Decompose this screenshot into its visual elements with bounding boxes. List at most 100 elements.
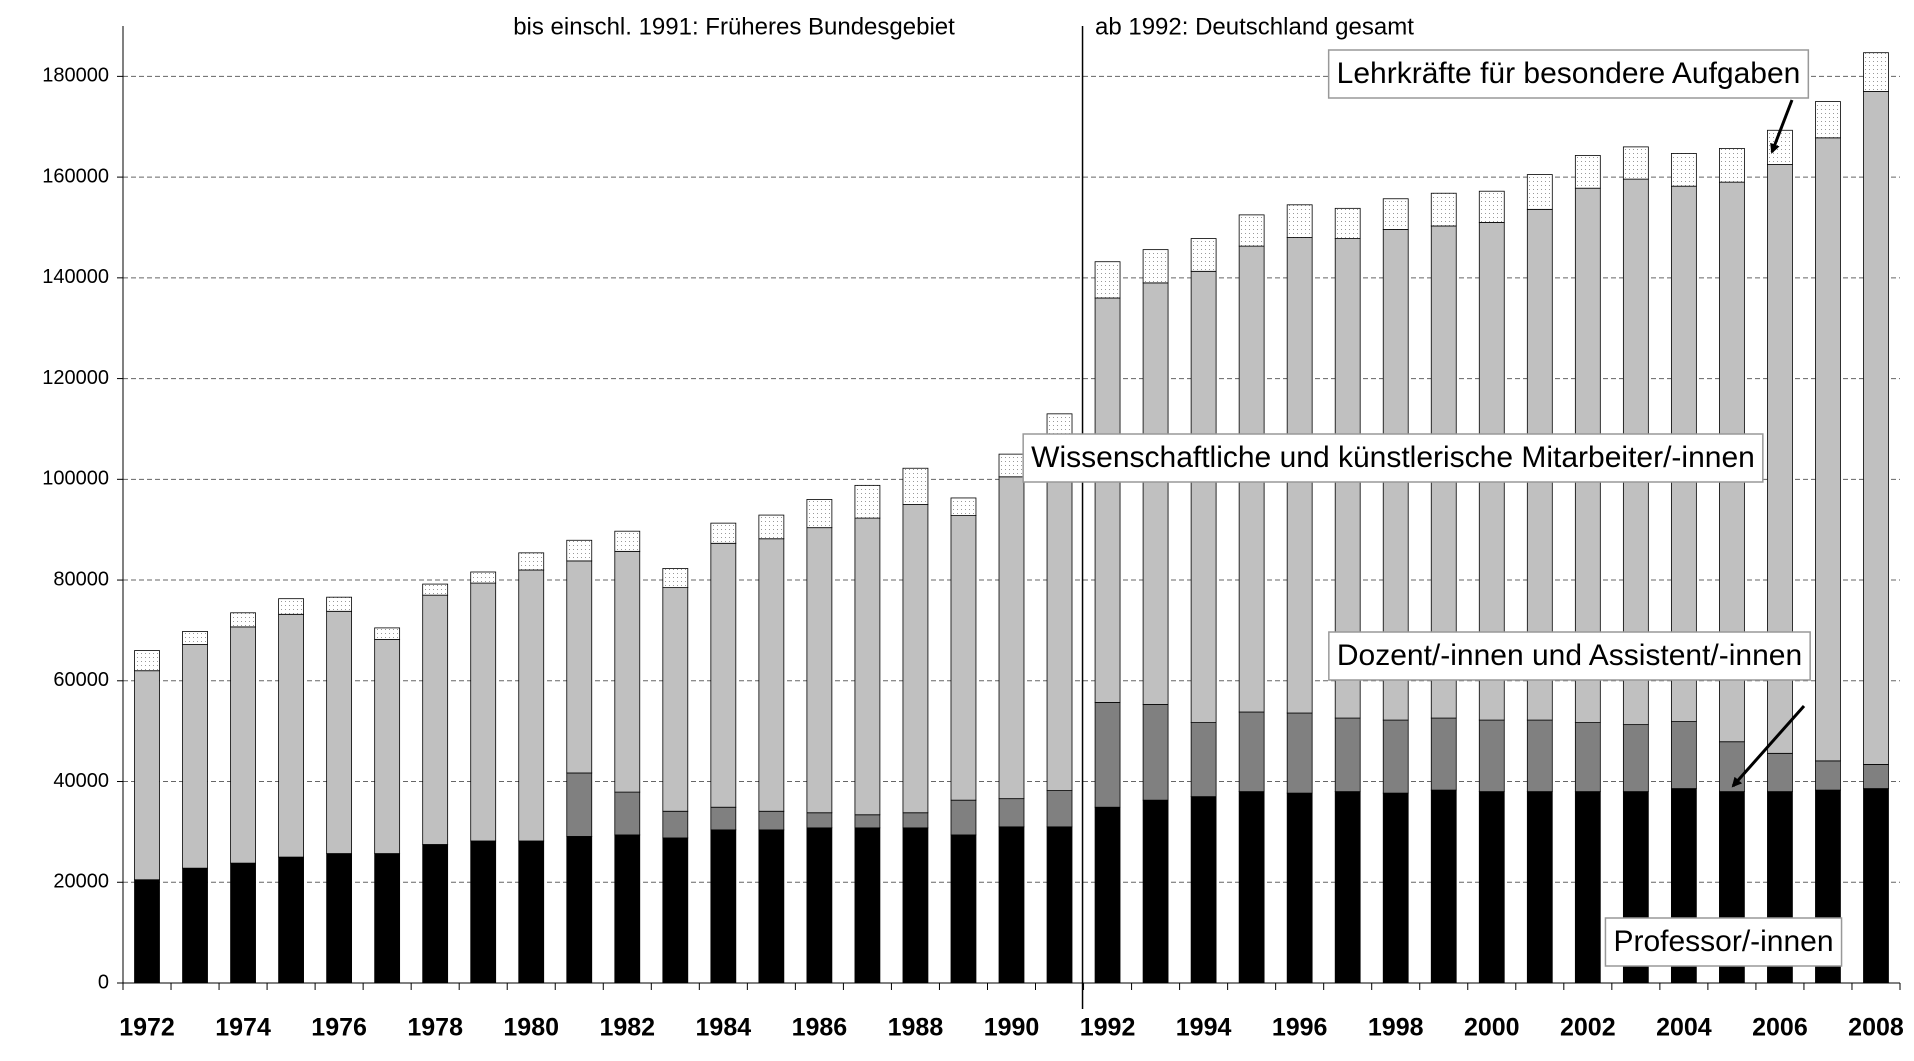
bar-segment xyxy=(278,613,304,858)
bar-segment xyxy=(134,670,160,881)
bar-segment xyxy=(902,504,929,814)
region-label: ab 1992: Deutschland gesamt xyxy=(1095,13,1414,40)
bar-segment xyxy=(230,626,256,864)
x-tick-label: 1974 xyxy=(215,1014,271,1042)
bar-segment xyxy=(422,844,449,984)
bar-segment xyxy=(1046,790,1073,828)
bar-segment xyxy=(374,853,401,984)
bar-segment xyxy=(854,517,881,816)
bar-segment xyxy=(614,550,641,793)
bar-segment xyxy=(806,499,833,529)
bar-segment xyxy=(1238,791,1265,984)
bar-segment xyxy=(710,522,737,544)
y-tick-label: 180000 xyxy=(42,65,109,87)
label-box xyxy=(1604,917,1843,967)
bar-segment xyxy=(950,834,977,984)
bar-segment xyxy=(1382,792,1409,984)
bar-segment xyxy=(1046,446,1073,791)
bar-segment xyxy=(950,497,977,516)
bar-segment xyxy=(1863,788,1889,984)
bar-segment xyxy=(566,560,593,774)
bar-segment xyxy=(806,527,833,814)
bar-segment xyxy=(1094,297,1121,703)
bar-segment xyxy=(758,514,785,540)
bar-segment xyxy=(662,587,689,812)
y-tick-label: 20000 xyxy=(53,871,109,893)
bar-segment xyxy=(326,596,353,612)
bar-segment xyxy=(1334,717,1361,793)
bar-segment xyxy=(1719,147,1745,183)
bar-segment xyxy=(1526,174,1553,210)
x-tick-label: 1988 xyxy=(888,1014,944,1042)
x-tick-label: 2004 xyxy=(1656,1014,1712,1042)
bar-segment xyxy=(902,812,929,829)
bar-segment xyxy=(278,856,304,984)
bar-segment xyxy=(854,814,881,829)
bar-segment xyxy=(1046,826,1073,984)
bar-segment xyxy=(1574,155,1601,189)
bar-segment xyxy=(470,840,497,984)
bar-segment xyxy=(182,644,208,869)
bar-segment xyxy=(662,568,689,589)
bar-segment xyxy=(518,552,545,571)
bar-segment xyxy=(1190,270,1217,723)
bar-segment xyxy=(518,840,545,984)
x-tick-label: 1978 xyxy=(407,1014,463,1042)
bar-segment xyxy=(1863,764,1889,789)
bar-segment xyxy=(1526,719,1553,792)
x-tick-label: 1992 xyxy=(1080,1014,1136,1042)
bar-segment xyxy=(566,836,593,984)
bar-segment xyxy=(1574,791,1601,984)
bar-segment xyxy=(1670,153,1697,187)
bar-segment xyxy=(1622,146,1649,180)
bar-segment xyxy=(758,538,785,812)
arrow xyxy=(1770,99,1794,154)
bar-segment xyxy=(950,799,977,836)
bar-segment xyxy=(182,867,208,984)
bar-segment xyxy=(1863,52,1889,92)
bar-segment xyxy=(134,650,160,672)
label-box xyxy=(1328,631,1811,681)
bar-segment xyxy=(1430,789,1457,984)
y-tick-label: 40000 xyxy=(53,770,109,792)
series-label: Wissenschaftliche und künstlerische Mita… xyxy=(1031,441,1755,474)
bar-segment xyxy=(1478,791,1505,984)
bar-segment xyxy=(806,812,833,829)
bar-segment xyxy=(1382,719,1409,794)
bar-segment xyxy=(662,837,689,984)
y-tick-label: 80000 xyxy=(53,568,109,590)
bar-segment xyxy=(1478,190,1505,223)
y-tick-label: 160000 xyxy=(42,165,109,187)
bar-segment xyxy=(614,791,641,836)
bar-segment xyxy=(470,571,497,584)
bar-segment xyxy=(1142,282,1169,705)
x-tick-label: 2000 xyxy=(1464,1014,1520,1042)
x-tick-label: 1976 xyxy=(311,1014,367,1042)
bar-segment xyxy=(758,829,785,984)
bar-segment xyxy=(998,826,1025,984)
x-tick-label: 2008 xyxy=(1848,1014,1904,1042)
region-label: bis einschl. 1991: Früheres Bundesgebiet xyxy=(513,13,955,40)
bar-segment xyxy=(614,530,641,552)
series-label: Dozent/-innen und Assistent/-innen xyxy=(1337,639,1802,672)
bar-segment xyxy=(1142,249,1169,284)
bar-segment xyxy=(1526,791,1553,984)
bar-segment xyxy=(1863,91,1889,765)
bar-segment xyxy=(470,582,497,842)
bar-segment xyxy=(710,806,737,831)
y-tick-label: 0 xyxy=(98,971,109,993)
bar-segment xyxy=(230,612,256,628)
bar-segment xyxy=(998,453,1025,478)
bar-segment xyxy=(1094,702,1121,808)
x-tick-label: 1998 xyxy=(1368,1014,1424,1042)
bar-segment xyxy=(326,853,353,984)
bar-segment xyxy=(182,631,208,645)
bar-segment xyxy=(374,627,401,640)
bar-segment xyxy=(1286,792,1313,984)
bar-segment xyxy=(806,827,833,984)
x-tick-label: 1984 xyxy=(696,1014,752,1042)
bar-segment xyxy=(1382,198,1409,230)
bar-segment xyxy=(1334,791,1361,984)
bar-segment xyxy=(710,829,737,984)
bar-segment xyxy=(518,569,545,842)
